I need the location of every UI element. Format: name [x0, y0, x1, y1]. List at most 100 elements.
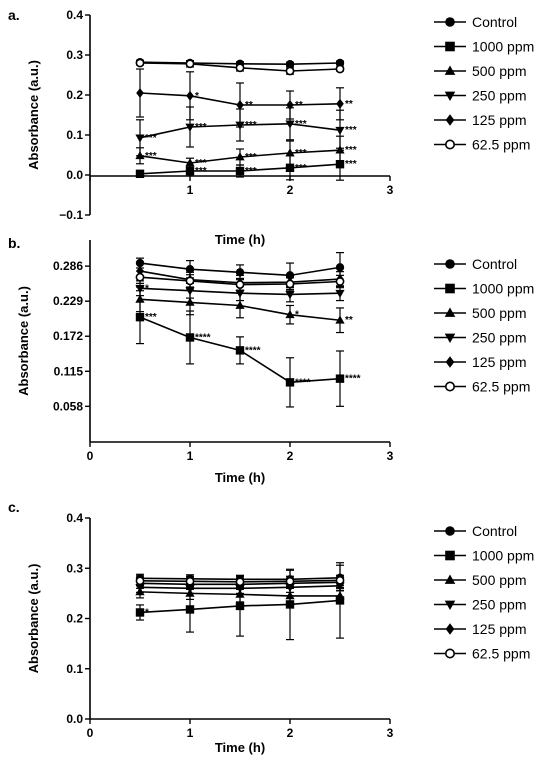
x-tick-label: 0 — [87, 449, 94, 463]
legend-label: 125 ppm — [472, 354, 526, 370]
x-axis-title: Time (h) — [215, 232, 265, 247]
y-tick-label: 0.286 — [53, 259, 83, 273]
data-point — [285, 66, 295, 76]
significance-label: * — [295, 310, 299, 321]
data-point — [185, 123, 195, 132]
y-tick-label: 0.4 — [66, 511, 83, 525]
legend-item: 125 ppm — [434, 112, 526, 128]
x-tick-label: 1 — [187, 449, 194, 463]
significance-label: ** — [345, 99, 353, 110]
data-point — [135, 169, 145, 178]
panel-label: b. — [8, 235, 20, 251]
legend-item: 1000 ppm — [434, 281, 534, 297]
data-point — [235, 63, 245, 73]
data-point — [235, 577, 245, 587]
series-circle-open — [135, 58, 345, 76]
legend-item: Control — [434, 14, 517, 30]
data-point — [285, 378, 295, 387]
legend-marker — [444, 333, 456, 344]
data-point — [285, 591, 295, 600]
y-tick-label: 0.2 — [66, 612, 83, 626]
y-tick-label: 0.4 — [66, 8, 83, 22]
significance-label: *** — [295, 163, 307, 174]
chart-panel-3: c. 0.0 0.1 0.2 0.3 0.4 0 1 2 3 Time (h) Absorbance … — [8, 499, 534, 755]
data-point — [285, 279, 295, 289]
legend-marker — [444, 648, 455, 659]
y-tick-label: 0.229 — [53, 294, 83, 308]
data-point — [185, 276, 195, 286]
data-point — [135, 576, 145, 586]
x-tick-label: 2 — [287, 183, 294, 197]
data-point — [235, 289, 245, 299]
legend-label: 125 ppm — [472, 621, 526, 637]
legend-label: 62.5 ppm — [472, 646, 530, 662]
data-point — [135, 294, 145, 303]
data-point — [185, 333, 195, 342]
data-point — [135, 58, 145, 68]
data-point — [335, 126, 345, 136]
legend-item: 62.5 ppm — [434, 379, 530, 395]
legend-label: 250 ppm — [472, 88, 526, 104]
legend-item: 500 ppm — [434, 572, 526, 588]
legend-label: 62.5 ppm — [472, 379, 530, 395]
data-point — [135, 272, 145, 282]
legend-label: 500 ppm — [472, 572, 526, 588]
data-point — [285, 148, 295, 157]
data-point — [185, 576, 195, 586]
data-point — [335, 591, 345, 600]
x-axis-title: Time (h) — [215, 470, 265, 485]
significance-label: * — [145, 607, 149, 618]
y-tick-label: 0.0 — [66, 168, 83, 182]
x-tick-label: 1 — [187, 726, 194, 740]
data-point — [235, 346, 245, 355]
data-point — [235, 166, 245, 176]
legend-item: 1000 ppm — [434, 548, 534, 564]
series-triangle-down: *** *** *** *** *** — [135, 106, 357, 157]
legend-item: 500 ppm — [434, 305, 526, 321]
legend-label: 500 ppm — [472, 305, 526, 321]
chart-panel-2: b. 0.058 0.115 0.172 0.229 0.286 0 1 2 3 Time (h) A… — [8, 235, 534, 485]
x-tick-label: 2 — [287, 449, 294, 463]
significance-label: *** — [345, 159, 357, 170]
legend-label: 1000 ppm — [472, 39, 534, 55]
legend-item: 250 ppm — [434, 330, 526, 346]
legend-label: Control — [472, 14, 517, 30]
legend-marker — [444, 600, 456, 611]
legend-label: 1000 ppm — [472, 548, 534, 564]
panel-label: a. — [8, 7, 20, 23]
legend-label: Control — [472, 523, 517, 539]
data-point — [335, 289, 345, 299]
data-point — [285, 309, 295, 319]
chart-panel-1: a. −0.1 0.0 0.1 0.2 0.3 0.4 1 2 3 Time (h) Absorban… — [8, 7, 534, 247]
x-tick-label: 3 — [387, 726, 394, 740]
x-tick-label: 3 — [387, 183, 394, 197]
y-axis-title: Absorbance (a.u.) — [26, 564, 41, 674]
series-circle-open — [135, 270, 345, 292]
data-point — [135, 608, 145, 617]
data-point — [335, 315, 345, 324]
legend-label: 500 ppm — [472, 63, 526, 79]
data-point — [135, 258, 145, 268]
significance-label: **** — [295, 377, 311, 388]
significance-label: *** — [145, 312, 157, 323]
legend-item: Control — [434, 523, 517, 539]
y-tick-label: 0.0 — [66, 712, 83, 726]
y-tick-label: 0.1 — [66, 662, 83, 676]
significance-label: **** — [195, 332, 211, 343]
legend-marker — [444, 574, 456, 584]
x-tick-label: 0 — [87, 726, 94, 740]
data-point — [285, 291, 295, 300]
legend-item: Control — [434, 256, 517, 272]
significance-label: ** — [295, 100, 303, 111]
data-point — [136, 87, 144, 99]
data-point — [135, 134, 145, 143]
data-point — [135, 312, 145, 322]
significance-label: **** — [345, 374, 361, 385]
legend-item: 62.5 ppm — [434, 646, 530, 662]
legend-label: 125 ppm — [472, 112, 526, 128]
significance-label: ** — [245, 100, 253, 111]
series-circle-open — [135, 574, 345, 588]
y-tick-label: 0.3 — [66, 561, 83, 575]
significance-label: *** — [145, 151, 157, 162]
legend-marker — [445, 550, 455, 561]
